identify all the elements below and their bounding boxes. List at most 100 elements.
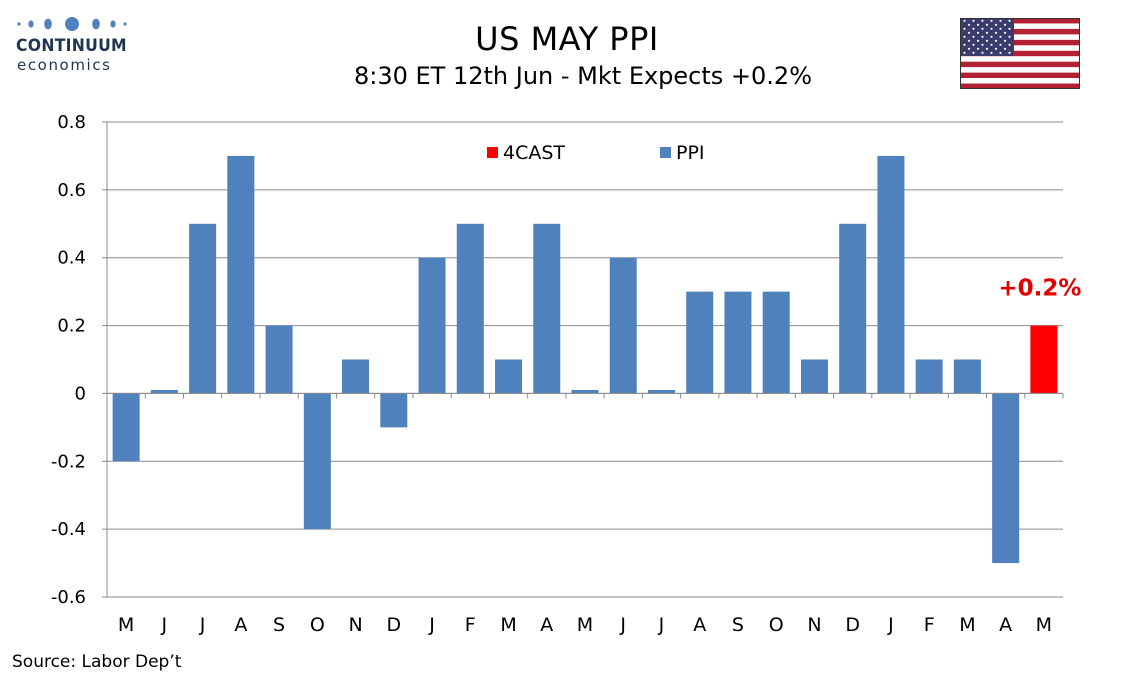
- flag-star: [972, 27, 975, 30]
- ppi-bar: [609, 257, 637, 394]
- flag-star: [981, 43, 984, 46]
- x-tick-label: S: [732, 614, 744, 636]
- ppi-bar: [456, 223, 484, 394]
- ppi-bar: [265, 325, 293, 394]
- flag-star: [967, 23, 971, 26]
- flag-star: [1008, 43, 1011, 46]
- flag-star: [999, 35, 1002, 38]
- y-tick-label: -0.2: [51, 451, 86, 472]
- chart-title: US MAY PPI: [475, 20, 659, 58]
- legend-label: 4CAST: [503, 142, 565, 164]
- x-tick-label: M: [577, 614, 593, 636]
- x-tick-label: A: [693, 614, 706, 636]
- flag-stripe: [960, 18, 1080, 24]
- flag-star: [972, 19, 975, 22]
- flag-stripe: [960, 56, 1080, 62]
- x-tick-label: M: [118, 614, 134, 636]
- ppi-bar: [380, 393, 408, 428]
- ppi-bar: [647, 390, 675, 394]
- x-tick-label: A: [540, 614, 553, 636]
- flag-stripe: [960, 28, 1080, 35]
- us-flag-icon: [960, 18, 1080, 89]
- flag-stripe: [960, 45, 1080, 51]
- flag-stripe: [960, 23, 1080, 30]
- x-tick-label: M: [1036, 614, 1052, 636]
- flag-star: [990, 35, 993, 38]
- x-tick-label: J: [428, 614, 435, 636]
- ppi-bar: [418, 257, 446, 394]
- flag-star: [990, 51, 993, 54]
- legend-label: PPI: [676, 142, 705, 164]
- flag-star: [994, 31, 998, 34]
- flag-star: [972, 51, 975, 54]
- flag-stripe: [960, 39, 1080, 46]
- flag-star: [976, 31, 980, 34]
- flag-star: [994, 23, 998, 26]
- x-tick-label: O: [310, 614, 325, 636]
- legend-swatch: [660, 147, 671, 158]
- ppi-bar: [953, 359, 981, 394]
- flag-star: [963, 51, 966, 54]
- y-tick-label: 0.8: [57, 112, 86, 133]
- flag-star: [985, 31, 989, 34]
- source-note: Source: Labor Dep’t: [12, 652, 182, 672]
- x-tick-label: J: [658, 614, 665, 636]
- flag-star: [1008, 19, 1011, 22]
- flag-stripe: [960, 67, 1080, 73]
- flag-stripe: [960, 34, 1080, 41]
- flag-stripe: [960, 72, 1080, 79]
- flag-star: [976, 39, 980, 42]
- y-tick-label: 0: [75, 383, 86, 404]
- flag-star: [976, 47, 980, 50]
- flag-star: [990, 19, 993, 22]
- x-tick-label: N: [348, 614, 362, 636]
- legend-swatch: [487, 147, 498, 158]
- y-tick-label: -0.4: [51, 519, 86, 540]
- ppi-bar: [800, 359, 828, 394]
- flag-star: [1008, 51, 1011, 54]
- flag-star: [1008, 27, 1011, 30]
- flag-star: [972, 35, 975, 38]
- forecast-annotation: +0.2%: [998, 276, 1081, 302]
- logo-name: CONTINUUM: [16, 36, 127, 56]
- flag-star: [999, 19, 1002, 22]
- x-tick-label: A: [999, 614, 1012, 636]
- x-tick-label: J: [619, 614, 626, 636]
- ppi-bar: [533, 223, 561, 394]
- y-tick-label: -0.6: [51, 587, 86, 608]
- flag-star: [967, 39, 971, 42]
- ppi-bar: [686, 291, 714, 394]
- ppi-bar: [303, 393, 331, 530]
- x-tick-label: J: [199, 614, 206, 636]
- flag-star: [1003, 31, 1007, 34]
- flag-stripe: [960, 78, 1080, 84]
- flag-star: [963, 43, 966, 46]
- flag-star: [994, 39, 998, 42]
- x-tick-label: D: [845, 614, 860, 636]
- logo-subtitle: economics: [17, 56, 112, 74]
- flag-star: [994, 47, 998, 50]
- ppi-bar: [571, 390, 599, 394]
- logo-dots-icon: [17, 17, 127, 31]
- ppi-bar: [992, 393, 1020, 564]
- ppi-bar: [495, 359, 523, 394]
- y-tick-label: 0.6: [57, 180, 86, 201]
- forecast-bar: [1030, 325, 1058, 394]
- flag-star: [967, 47, 971, 50]
- flag-stripe: [960, 61, 1080, 68]
- flag-star: [985, 47, 989, 50]
- flag-star: [963, 35, 966, 38]
- flag-star: [981, 35, 984, 38]
- flag-star: [1008, 35, 1011, 38]
- flag-star: [990, 27, 993, 30]
- ppi-bar: [342, 359, 370, 394]
- x-tick-label: A: [234, 614, 247, 636]
- flag-star: [999, 51, 1002, 54]
- ppi-bar: [877, 155, 905, 394]
- x-tick-label: M: [500, 614, 516, 636]
- flag-star: [1003, 39, 1007, 42]
- ppi-bar: [724, 291, 752, 394]
- x-tick-label: J: [161, 614, 168, 636]
- x-tick-label: M: [959, 614, 975, 636]
